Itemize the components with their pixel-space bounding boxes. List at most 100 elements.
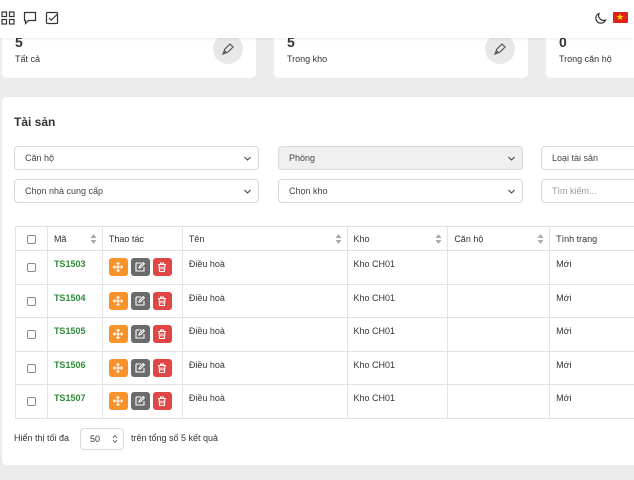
- pen-icon: [213, 34, 243, 64]
- column-header-name[interactable]: Tên: [181, 226, 348, 251]
- total-results-label: trên tổng số 5 kết quả: [131, 433, 219, 443]
- dark-mode-moon-icon[interactable]: [594, 11, 608, 25]
- edit-button[interactable]: [130, 258, 150, 277]
- warehouse-cell: Kho CH01: [346, 350, 449, 385]
- row-checkbox[interactable]: [26, 363, 36, 373]
- edit-button[interactable]: [130, 325, 150, 344]
- edit-button[interactable]: [130, 392, 150, 411]
- move-arrows-icon: [113, 362, 124, 373]
- code-cell: TS1504: [46, 283, 103, 318]
- column-header-actions: Thao tác: [101, 226, 183, 251]
- chat-icon[interactable]: [23, 11, 37, 25]
- room-select[interactable]: Phòng: [278, 146, 523, 170]
- actions-cell: [101, 250, 183, 285]
- table-row: TS1506 Điều hoà Kho CH01 Mới: [15, 350, 634, 385]
- status-cell: Mới: [549, 283, 634, 318]
- column-header-label: Tình trạng: [556, 233, 598, 244]
- name-cell: Điều hoà: [181, 350, 348, 385]
- row-checkbox[interactable]: [26, 263, 36, 273]
- edit-icon: [135, 329, 146, 339]
- checklist-icon[interactable]: [45, 11, 59, 25]
- move-button[interactable]: [108, 291, 128, 310]
- warehouse-select[interactable]: Chọn kho: [278, 179, 523, 203]
- asset-code-link[interactable]: TS1504: [53, 292, 86, 303]
- name-cell: Điều hoà: [181, 283, 348, 318]
- edit-button[interactable]: [130, 358, 150, 377]
- vietnam-flag-icon[interactable]: ★: [613, 12, 628, 23]
- assets-panel: Tài sản Căn hộ Phòng Loại tài sản Chọn n…: [2, 97, 634, 465]
- row-checkbox[interactable]: [26, 397, 36, 407]
- move-arrows-icon: [113, 295, 124, 306]
- code-cell: TS1503: [46, 250, 103, 285]
- code-cell: TS1505: [46, 317, 103, 352]
- actions-cell: [101, 384, 183, 419]
- delete-button[interactable]: [152, 358, 172, 377]
- row-checkbox-cell: [15, 317, 48, 352]
- column-header-label: Mã: [53, 233, 67, 244]
- column-header-label: Thao tác: [108, 233, 144, 244]
- spinner-arrows-icon: [112, 434, 118, 444]
- apartment-cell: [447, 350, 551, 385]
- move-button[interactable]: [108, 392, 128, 411]
- asset-code-link[interactable]: TS1503: [53, 259, 86, 269]
- row-checkbox[interactable]: [26, 330, 36, 340]
- show-max-label: Hiển thị tối đa: [14, 433, 70, 443]
- column-header-apartment[interactable]: Căn hộ: [447, 226, 551, 251]
- stat-value: 0: [559, 34, 567, 50]
- column-header-code[interactable]: Mã: [46, 226, 103, 251]
- warehouse-select-value: Chọn kho: [289, 186, 328, 196]
- apartment-cell: [447, 384, 551, 419]
- delete-button[interactable]: [152, 325, 172, 344]
- asset-code-link[interactable]: TS1507: [53, 393, 86, 403]
- stat-value: 5: [15, 34, 23, 50]
- stat-value: 5: [287, 34, 295, 50]
- apartment-cell: [447, 317, 551, 352]
- page-size-select[interactable]: 50: [80, 428, 124, 450]
- move-arrows-icon: [113, 396, 124, 407]
- stat-label: Trong kho: [287, 54, 328, 64]
- delete-button[interactable]: [152, 392, 172, 411]
- delete-button[interactable]: [152, 291, 172, 310]
- move-button[interactable]: [108, 358, 128, 377]
- move-button[interactable]: [108, 325, 128, 344]
- status-cell: Mới: [549, 384, 634, 419]
- column-header-warehouse[interactable]: Kho: [346, 226, 449, 251]
- table-row: TS1504 Điều hoà Kho CH01 Mới: [15, 283, 634, 318]
- edit-button[interactable]: [130, 291, 150, 310]
- move-arrows-icon: [113, 262, 124, 273]
- warehouse-cell: Kho CH01: [346, 250, 449, 285]
- room-select-value: Phòng: [289, 153, 316, 163]
- column-header-label: Tên: [188, 233, 205, 244]
- edit-icon: [135, 262, 146, 272]
- apartment-select-value: Căn hộ: [25, 153, 55, 163]
- stat-label: Tất cả: [15, 54, 41, 64]
- trash-icon: [158, 363, 167, 373]
- chevron-down-icon: [243, 187, 252, 196]
- asset-type-select[interactable]: Loại tài sản: [541, 146, 634, 170]
- row-checkbox-cell: [15, 384, 48, 419]
- top-bar: ★: [0, 0, 634, 38]
- column-header-status[interactable]: Tình trạng: [549, 226, 634, 251]
- trash-icon: [158, 262, 167, 273]
- select-all-checkbox[interactable]: [26, 234, 36, 244]
- trash-icon: [158, 296, 167, 306]
- status-cell: Mới: [549, 250, 634, 285]
- sort-icon: [537, 234, 544, 244]
- table-row: TS1507 Điều hoà Kho CH01 Mới: [15, 384, 634, 419]
- delete-button[interactable]: [152, 258, 172, 277]
- warehouse-cell: Kho CH01: [346, 384, 449, 419]
- code-cell: TS1506: [46, 350, 103, 385]
- column-header-label: Kho: [353, 233, 370, 244]
- move-button[interactable]: [108, 258, 128, 277]
- apartment-cell: [447, 250, 551, 285]
- name-cell: Điều hoà: [181, 384, 348, 419]
- row-checkbox[interactable]: [26, 296, 36, 306]
- grid-icon[interactable]: [1, 11, 15, 25]
- supplier-select[interactable]: Chọn nhà cung cấp: [14, 179, 259, 203]
- asset-code-link[interactable]: TS1506: [53, 359, 86, 370]
- status-cell: Mới: [549, 317, 634, 352]
- search-input[interactable]: [541, 179, 634, 203]
- sort-icon: [335, 234, 342, 244]
- apartment-select[interactable]: Căn hộ: [14, 146, 259, 170]
- asset-code-link[interactable]: TS1505: [53, 326, 86, 336]
